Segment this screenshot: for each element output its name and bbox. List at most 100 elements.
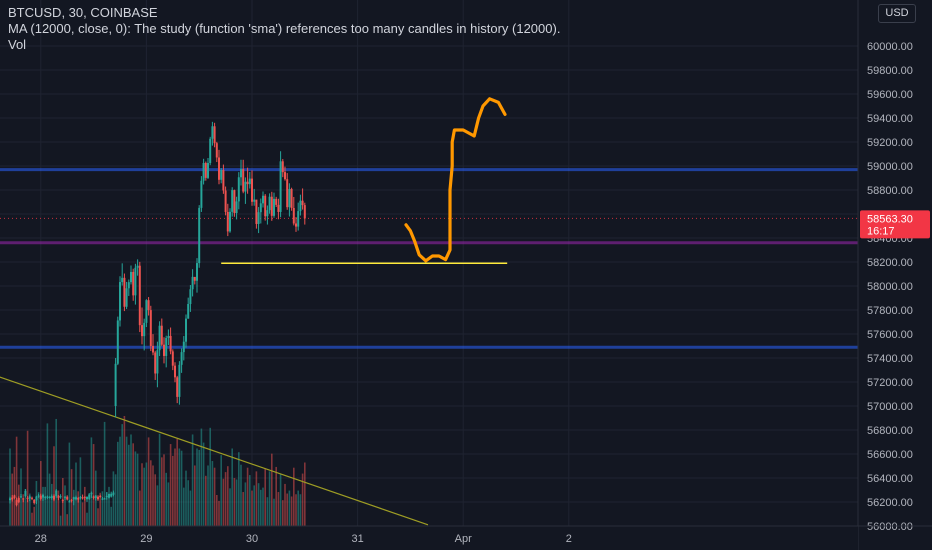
candle-body bbox=[185, 318, 187, 342]
volume-bar bbox=[183, 487, 185, 526]
time-tick-label: 2 bbox=[566, 533, 572, 545]
volume-bar bbox=[119, 436, 121, 526]
candle-body bbox=[226, 211, 229, 232]
candle-body bbox=[204, 163, 207, 178]
volume-bar bbox=[266, 497, 269, 526]
candle-body bbox=[138, 265, 141, 326]
candle-body bbox=[103, 498, 106, 500]
candle-body bbox=[240, 169, 242, 178]
candle-body bbox=[15, 499, 18, 506]
price-tick-label: 60000.00 bbox=[867, 41, 913, 53]
candle-body bbox=[169, 335, 172, 352]
candle-body bbox=[275, 198, 278, 205]
candle-body bbox=[130, 271, 132, 283]
candle-body bbox=[99, 496, 102, 497]
price-tick-label: 56800.00 bbox=[867, 425, 913, 437]
volume-bar bbox=[172, 455, 174, 526]
candle-body bbox=[248, 178, 251, 185]
candle-body bbox=[108, 493, 110, 498]
volume-bar bbox=[101, 491, 104, 526]
volume-bar bbox=[46, 423, 49, 526]
candle-body bbox=[22, 498, 25, 500]
price-tick-label: 59600.00 bbox=[867, 89, 913, 101]
candle-body bbox=[48, 496, 51, 498]
volume-bar bbox=[99, 492, 101, 526]
price-tick-label: 57800.00 bbox=[867, 305, 913, 317]
price-tick-label: 58800.00 bbox=[867, 185, 913, 197]
volume-bar bbox=[147, 437, 150, 526]
volume-bar bbox=[125, 436, 128, 526]
candle-body bbox=[55, 490, 58, 497]
volume-bar bbox=[26, 430, 29, 526]
volume-bar bbox=[279, 473, 282, 526]
volume-bar bbox=[86, 512, 88, 526]
volume-bar bbox=[51, 483, 53, 526]
candle-body bbox=[187, 304, 190, 319]
candle-body bbox=[33, 499, 36, 503]
candle-body bbox=[229, 211, 231, 232]
time-axis[interactable]: 28 29 30 31 Apr 2 bbox=[0, 525, 932, 550]
price-axis[interactable]: 56000.00 56200.00 56400.00 56600.00 56800.00… bbox=[857, 0, 932, 550]
candle-body bbox=[231, 190, 234, 212]
candle-body bbox=[61, 500, 64, 502]
candle-body bbox=[207, 163, 209, 178]
volume-bar bbox=[187, 480, 189, 526]
volume-bar bbox=[64, 485, 66, 526]
price-tick-label: 59400.00 bbox=[867, 113, 913, 125]
chart-legend: BTCUSD, 30, COINBASE MA (12000, close, 0… bbox=[8, 5, 560, 53]
candle-body bbox=[79, 496, 82, 499]
candle-body bbox=[202, 163, 205, 181]
volume-bar bbox=[293, 467, 295, 526]
volume-bar bbox=[165, 472, 167, 526]
volume-bar bbox=[75, 462, 77, 526]
candle-body bbox=[286, 179, 289, 208]
volume-bar bbox=[290, 496, 293, 526]
currency-button[interactable]: USD bbox=[878, 4, 916, 23]
candle-body bbox=[90, 492, 93, 495]
volume-bar bbox=[231, 448, 233, 526]
volume-bar bbox=[141, 463, 143, 526]
candle-body bbox=[160, 325, 163, 345]
candle-body bbox=[66, 496, 69, 500]
candle-body bbox=[176, 377, 179, 397]
volume-bar bbox=[207, 465, 209, 526]
volume-bar bbox=[288, 490, 291, 526]
candle-body bbox=[295, 223, 297, 227]
volume-bar bbox=[130, 434, 132, 526]
volume-bar bbox=[240, 464, 242, 526]
volume-bar bbox=[286, 493, 288, 526]
candle-body bbox=[17, 498, 20, 503]
candle-body bbox=[11, 497, 14, 500]
drawings[interactable] bbox=[221, 97, 508, 264]
volume-bar bbox=[253, 485, 255, 526]
candle-body bbox=[50, 496, 53, 499]
volume-study-label[interactable]: Vol bbox=[8, 37, 27, 52]
volume-bar bbox=[121, 424, 123, 526]
volume-bar bbox=[90, 437, 93, 526]
candle-body bbox=[266, 210, 269, 217]
horizontal-lines[interactable] bbox=[0, 168, 858, 526]
last-price-tag: 58563.30 16:17 bbox=[860, 210, 930, 239]
candle-body bbox=[165, 337, 168, 356]
volume-bar bbox=[37, 492, 40, 526]
volume-bar bbox=[68, 442, 71, 526]
candle-body bbox=[64, 496, 66, 498]
symbol-title[interactable]: BTCUSD, 30, COINBASE bbox=[8, 5, 158, 20]
volume-bar bbox=[211, 461, 214, 526]
volume-bar bbox=[114, 474, 117, 526]
candle-body bbox=[81, 497, 84, 499]
candle-body bbox=[163, 344, 165, 356]
candle-body bbox=[211, 126, 214, 139]
candle-body bbox=[220, 170, 223, 180]
volume-bar bbox=[117, 441, 119, 526]
volume-bar bbox=[216, 494, 218, 526]
volume-bar bbox=[297, 490, 299, 526]
volume-bar bbox=[139, 490, 141, 526]
candle-body bbox=[88, 494, 91, 499]
price-tick-label: 56400.00 bbox=[867, 473, 913, 485]
volume-bar bbox=[268, 471, 271, 526]
ma-study-error[interactable]: MA (12000, close, 0): The study (functio… bbox=[8, 21, 561, 36]
volume-bar bbox=[213, 467, 216, 526]
